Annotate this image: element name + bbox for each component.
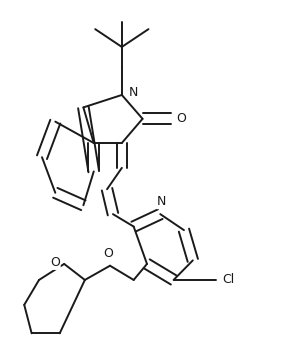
Text: O: O (176, 112, 186, 125)
Text: Cl: Cl (222, 273, 234, 286)
Text: N: N (157, 195, 166, 208)
Text: O: O (104, 247, 113, 260)
Text: N: N (129, 86, 139, 99)
Text: O: O (50, 256, 60, 269)
